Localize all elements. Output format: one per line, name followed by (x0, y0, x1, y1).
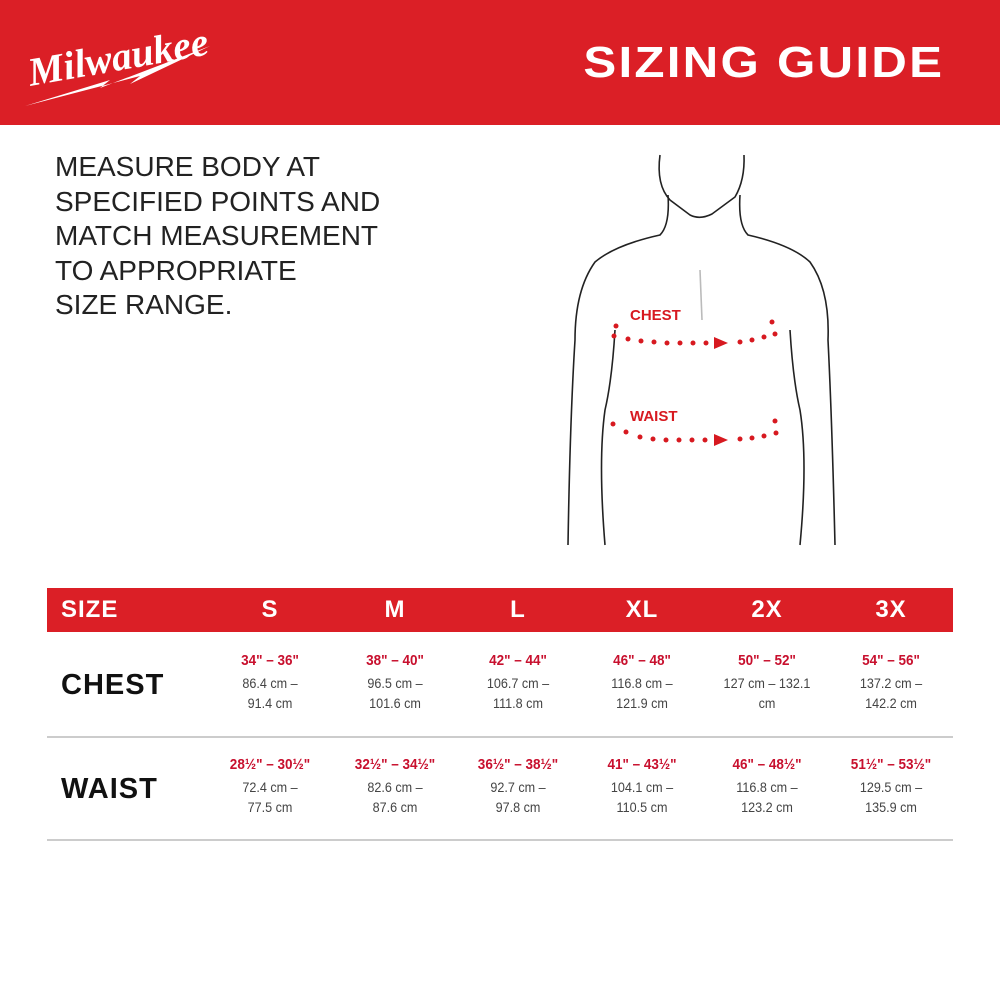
milwaukee-logo: Milwaukee (23, 19, 212, 106)
instruction-line: SPECIFIED POINTS AND (55, 185, 381, 217)
instruction-line: MEASURE BODY AT (55, 151, 321, 182)
size-cell: 32½" – 34½" 82.6 cm – 87.6 cm (333, 756, 457, 817)
cm-range: 92.7 cm – 97.8 cm (462, 777, 574, 817)
cm-line: 87.6 cm (372, 799, 418, 815)
inches-range: 54" – 56" (862, 652, 920, 669)
table-row-chest: CHEST 34" – 36" 86.4 cm – 91.4 cm 38" – 40… (47, 652, 953, 752)
row-divider (47, 736, 953, 738)
inches-range: 50" – 52" (738, 652, 796, 669)
cm-line: 110.5 cm (616, 799, 668, 815)
cm-line: cm (758, 695, 776, 711)
cm-range: 129.5 cm – 135.9 cm (835, 777, 947, 817)
header-2x: 2X (751, 596, 783, 623)
cm-range: 72.4 cm – 77.5 cm (214, 777, 326, 817)
cm-line: 96.5 cm – (367, 675, 423, 691)
row-label: WAIST (61, 773, 158, 805)
cm-line: 129.5 cm – (859, 779, 923, 795)
inches-range: 51½" – 53½" (850, 756, 932, 773)
instruction-line: MATCH MEASUREMENT (55, 220, 379, 251)
inches-range: 36½" – 38½" (477, 756, 559, 773)
body-measurement-diagram: CHEST WAIST (567, 154, 836, 546)
size-cell: 46" – 48½" 116.8 cm – 123.2 cm (705, 756, 829, 817)
cm-range: 127 cm – 132.1 cm (711, 673, 823, 713)
cm-line: 97.8 cm (495, 799, 541, 815)
row-label: CHEST (61, 669, 165, 701)
cm-range: 104.1 cm – 110.5 cm (586, 777, 698, 817)
size-cell: 54" – 56" 137.2 cm – 142.2 cm (829, 652, 953, 713)
cm-line: 91.4 cm (247, 695, 293, 711)
cm-range: 96.5 cm – 101.6 cm (339, 673, 451, 713)
size-cell: 41" – 43½" 104.1 cm – 110.5 cm (580, 756, 704, 817)
chest-measure-line (610, 319, 779, 446)
waist-label: WAIST (630, 408, 678, 425)
size-cell: 38" – 40" 96.5 cm – 101.6 cm (333, 652, 457, 713)
inches-range: 32½" – 34½" (354, 756, 436, 773)
cm-range: 137.2 cm – 142.2 cm (835, 673, 947, 713)
page-title: SIZING GUIDE (583, 38, 944, 87)
inches-range: 41" – 43½" (607, 756, 677, 773)
size-cell: 34" – 36" 86.4 cm – 91.4 cm (208, 652, 332, 713)
cm-line: 123.2 cm (741, 799, 793, 815)
cm-range: 82.6 cm – 87.6 cm (339, 777, 451, 817)
cm-line: 104.1 cm – (610, 779, 674, 795)
header-l: L (510, 596, 526, 623)
size-cell: 42" – 44" 106.7 cm – 111.8 cm (456, 652, 580, 713)
instruction-line: SIZE RANGE. (55, 289, 233, 320)
cm-range: 116.8 cm – 123.2 cm (711, 777, 823, 817)
header-xl: XL (625, 596, 659, 623)
chest-label: CHEST (630, 307, 681, 324)
row-divider (47, 839, 953, 841)
cm-line: 135.9 cm (865, 799, 917, 815)
header-banner: Milwaukee SIZING GUIDE (0, 0, 1000, 125)
cm-line: 121.9 cm (616, 695, 668, 711)
cm-line: 82.6 cm – (367, 779, 423, 795)
header-s: S (261, 596, 279, 623)
size-table-header: SIZE S M L XL 2X 3X (47, 588, 953, 632)
instruction-line: TO APPROPRIATE (55, 254, 297, 286)
table-row-waist: WAIST 28½" – 30½" 72.4 cm – 77.5 cm 32½" –… (47, 756, 953, 856)
cm-range: 86.4 cm – 91.4 cm (214, 673, 326, 713)
header-3x: 3X (875, 596, 907, 623)
size-cell: 46" – 48" 116.8 cm – 121.9 cm (580, 652, 704, 713)
inches-range: 46" – 48" (613, 652, 671, 669)
cm-line: 142.2 cm (865, 695, 917, 711)
header-m: M (384, 596, 406, 623)
size-cell: 51½" – 53½" 129.5 cm – 135.9 cm (829, 756, 953, 817)
inches-range: 34" – 36" (241, 652, 299, 669)
size-cell: 50" – 52" 127 cm – 132.1 cm (705, 652, 829, 713)
cm-line: 77.5 cm (247, 799, 293, 815)
cm-range: 106.7 cm – 111.8 cm (462, 673, 574, 713)
inches-range: 42" – 44" (489, 652, 547, 669)
cm-line: 86.4 cm – (242, 675, 298, 691)
header-size: SIZE (61, 596, 119, 623)
cm-line: 116.8 cm – (736, 779, 798, 795)
cm-line: 111.8 cm (493, 695, 543, 711)
cm-line: 92.7 cm – (490, 779, 546, 795)
size-cell: 36½" – 38½" 92.7 cm – 97.8 cm (456, 756, 580, 817)
inches-range: 28½" – 30½" (229, 756, 311, 773)
instructions: MEASURE BODY AT SPECIFIED POINTS AND MAT… (55, 150, 415, 323)
cm-line: 101.6 cm (369, 695, 421, 711)
cm-line: 127 cm – 132.1 (723, 675, 811, 691)
cm-line: 106.7 cm – (486, 675, 550, 691)
size-cell: 28½" – 30½" 72.4 cm – 77.5 cm (208, 756, 332, 817)
cm-line: 137.2 cm – (859, 675, 923, 691)
cm-range: 116.8 cm – 121.9 cm (586, 673, 698, 713)
cm-line: 72.4 cm – (242, 779, 298, 795)
inches-range: 46" – 48½" (732, 756, 802, 773)
inches-range: 38" – 40" (366, 652, 424, 669)
cm-line: 116.8 cm – (611, 675, 673, 691)
